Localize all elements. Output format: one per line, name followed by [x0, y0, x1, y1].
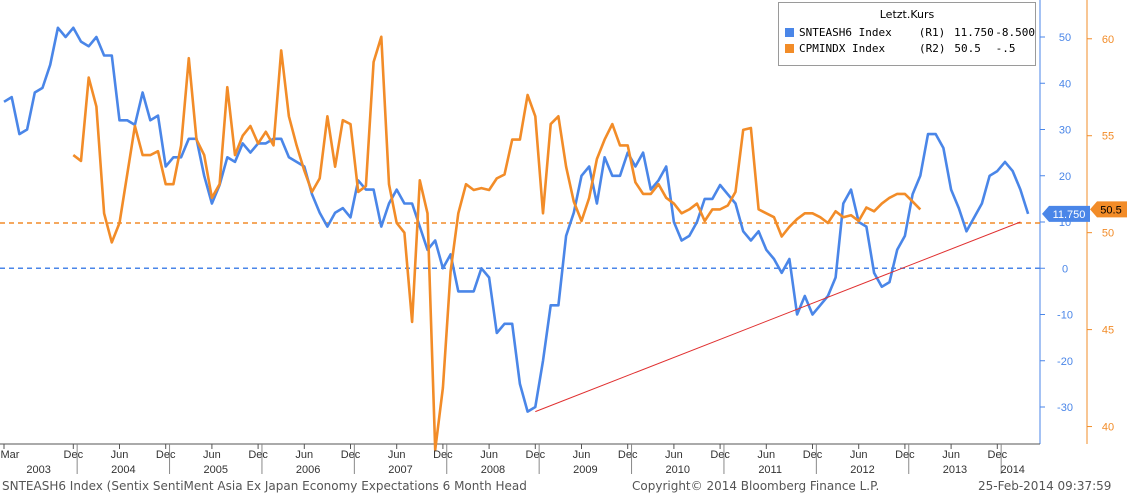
r2-tick-label: 45 [1102, 325, 1114, 337]
legend-row-snteash6: SNTEASH6 Index (R1) 11.750 -8.500 [779, 24, 1035, 40]
year-label: 2012 [850, 464, 874, 476]
r1-tick-label: 50 [1059, 32, 1071, 44]
year-label: 2013 [943, 464, 967, 476]
x-tick-label: Jun [665, 449, 683, 461]
r1-tick-label: 30 [1059, 125, 1071, 137]
series-line-cpmindx [72, 35, 922, 452]
r2-tick-label: 50 [1102, 228, 1114, 240]
footer-description: SNTEASH6 Index (Sentix SentiMent Asia Ex… [2, 479, 527, 493]
x-tick-label: Dec [895, 449, 915, 461]
legend-last-value: 11.750 [954, 25, 994, 39]
x-tick-label: Dec [64, 449, 84, 461]
x-tick-label: Dec [433, 449, 453, 461]
x-tick-label: Dec [526, 449, 546, 461]
year-label: 2006 [296, 464, 320, 476]
r1-tick-label: -30 [1057, 402, 1073, 414]
year-label: 2007 [388, 464, 412, 476]
year-label: 2003 [26, 464, 50, 476]
legend-swatch-snteash6 [785, 27, 794, 37]
year-label: 2008 [481, 464, 505, 476]
year-label: 2011 [758, 464, 782, 476]
last-value-label-cpmindx: 50.5 [1100, 204, 1121, 216]
r2-tick-label: 60 [1102, 34, 1114, 46]
legend-last-value: 50.5 [954, 41, 981, 55]
x-tick-label: Jun [295, 449, 313, 461]
x-tick-label: Dec [988, 449, 1008, 461]
legend: Letzt.Kurs SNTEASH6 Index (R1) 11.750 -8… [778, 2, 1036, 66]
x-tick-label: Jun [573, 449, 591, 461]
legend-axis: (R2) [918, 41, 946, 55]
legend-header: Letzt.Kurs [879, 8, 935, 21]
last-value-tag-snteash6 [1042, 205, 1090, 222]
x-tick-label: Jun [111, 449, 129, 461]
x-tick-label: Mar [1, 449, 20, 461]
year-label: 2004 [111, 464, 135, 476]
year-label: 2014 [1000, 464, 1024, 476]
footer-copyright: Copyright© 2014 Bloomberg Finance L.P. [632, 479, 880, 493]
legend-series-name: CPMINDX Index [799, 41, 886, 55]
year-label: 2010 [666, 464, 690, 476]
x-tick-label: Jun [757, 449, 775, 461]
last-value-tag-cpmindx [1090, 201, 1127, 218]
legend-axis: (R1) [918, 25, 946, 39]
r1-tick-label: 0 [1062, 263, 1068, 275]
x-tick-label: Jun [942, 449, 960, 461]
trendline [535, 221, 1021, 413]
legend-row-cpmindx: CPMINDX Index (R2) 50.5 -.5 [779, 40, 1035, 56]
r1-tick-label: 40 [1059, 78, 1071, 90]
r1-tick-label: -10 [1057, 310, 1073, 322]
x-tick-label: Dec [618, 449, 638, 461]
r1-tick-label: -20 [1057, 356, 1073, 368]
x-tick-label: Jun [850, 449, 868, 461]
footer-timestamp: 25-Feb-2014 09:37:59 [978, 479, 1112, 493]
x-tick-label: Dec [341, 449, 361, 461]
legend-series-name: SNTEASH6 Index [799, 25, 892, 39]
x-tick-label: Jun [388, 449, 406, 461]
year-label: 2005 [204, 464, 228, 476]
x-tick-label: Jun [480, 449, 498, 461]
x-tick-label: Dec [248, 449, 268, 461]
footer: SNTEASH6 Index (Sentix SentiMent Asia Ex… [0, 477, 1127, 495]
x-tick-label: Dec [710, 449, 730, 461]
r2-tick-label: 40 [1102, 422, 1114, 434]
r1-tick-label: 20 [1059, 171, 1071, 183]
legend-swatch-cpmindx [785, 43, 794, 53]
last-value-label-snteash6: 11.750 [1053, 209, 1086, 221]
x-tick-label: Jun [203, 449, 221, 461]
r2-tick-label: 55 [1102, 131, 1114, 143]
series-line-snteash6 [3, 26, 1030, 413]
year-label: 2009 [573, 464, 597, 476]
x-tick-label: Dec [803, 449, 823, 461]
legend-change: -8.500 [995, 25, 1036, 39]
legend-change: -.5 [995, 41, 1016, 55]
x-tick-label: Dec [156, 449, 176, 461]
